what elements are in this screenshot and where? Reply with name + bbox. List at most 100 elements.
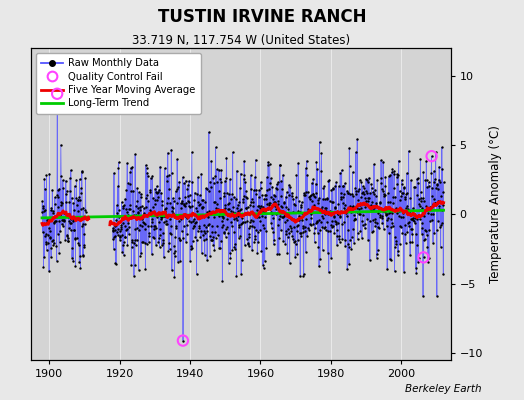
Point [177, 200, 185, 206]
Point [144, 222, 152, 229]
Point [387, 169, 396, 175]
Point [411, 212, 419, 218]
Point [246, 217, 255, 224]
Point [149, 195, 158, 201]
Point [285, 206, 293, 212]
Point [138, 223, 146, 229]
Point [43, 217, 52, 224]
Point [258, 192, 267, 198]
Point [245, 234, 253, 240]
Point [127, 244, 136, 250]
Point [211, 229, 219, 235]
Point [395, 213, 403, 219]
Point [418, 205, 426, 211]
Point [266, 161, 274, 168]
Point [300, 192, 309, 198]
Point [270, 191, 278, 198]
Point [206, 179, 214, 185]
Point [226, 255, 235, 261]
Point [241, 179, 249, 186]
Point [145, 239, 153, 245]
Point [57, 142, 65, 148]
Point [184, 203, 193, 210]
Point [291, 241, 300, 247]
Point [368, 228, 376, 235]
Point [133, 236, 141, 243]
Point [266, 179, 274, 186]
Point [205, 233, 214, 239]
Point [316, 256, 324, 262]
Point [188, 245, 196, 252]
Point [121, 196, 129, 202]
Point [121, 234, 129, 240]
Point [138, 216, 146, 222]
Point [421, 228, 430, 234]
Point [252, 156, 260, 163]
Point [353, 136, 362, 142]
Point [260, 258, 269, 264]
Point [423, 183, 431, 190]
Point [127, 262, 136, 268]
Point [158, 202, 166, 208]
Point [123, 160, 132, 166]
Point [235, 199, 243, 205]
Point [41, 186, 49, 192]
Point [130, 240, 138, 246]
Point [184, 178, 193, 184]
Point [235, 221, 244, 228]
Point [206, 253, 214, 260]
Point [374, 210, 383, 216]
Point [354, 188, 362, 194]
Point [219, 222, 227, 228]
Point [413, 176, 421, 182]
Point [412, 216, 421, 222]
Point [408, 239, 417, 245]
Point [281, 194, 290, 200]
Point [161, 165, 169, 172]
Point [165, 240, 173, 246]
Point [331, 218, 339, 224]
Point [155, 234, 163, 241]
Point [155, 219, 163, 226]
Point [393, 171, 401, 178]
Point [149, 234, 157, 240]
Point [255, 187, 263, 193]
Point [341, 180, 349, 186]
Point [216, 176, 224, 182]
Point [56, 228, 64, 234]
Point [222, 226, 230, 232]
Point [65, 224, 73, 231]
Point [239, 192, 248, 199]
Point [436, 179, 444, 185]
Point [220, 190, 228, 196]
Point [370, 191, 378, 198]
Point [271, 192, 279, 199]
Point [281, 231, 290, 237]
Point [192, 205, 201, 211]
Point [389, 200, 398, 206]
Point [255, 214, 264, 220]
Point [407, 216, 416, 222]
Point [193, 237, 201, 243]
Point [54, 194, 62, 200]
Point [185, 199, 194, 206]
Point [116, 234, 124, 240]
Point [250, 210, 258, 217]
Point [435, 203, 443, 210]
Point [217, 224, 226, 230]
Point [137, 203, 146, 210]
Point [367, 185, 376, 191]
Point [277, 203, 286, 209]
Point [52, 258, 61, 264]
Point [228, 247, 236, 253]
Point [51, 218, 59, 224]
Point [214, 232, 222, 238]
Point [340, 205, 348, 212]
Point [317, 150, 325, 156]
Point [230, 243, 238, 250]
Point [347, 246, 356, 252]
Point [139, 239, 147, 245]
Point [319, 185, 328, 191]
Point [409, 215, 417, 221]
Point [364, 198, 373, 204]
